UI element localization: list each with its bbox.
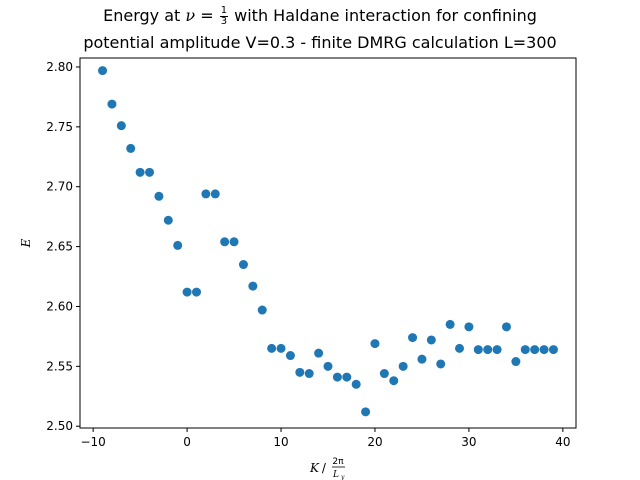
data-point-42 [492,345,502,355]
data-point-0 [98,66,108,76]
data-point-17 [257,305,267,315]
y-tick-label-3: 2.65 [46,240,73,254]
y-tick-label-6: 2.80 [46,60,73,74]
data-point-23 [314,348,324,358]
data-point-5 [145,167,155,177]
y-tick-label-0: 2.50 [46,419,73,433]
title-nu-symbol: ν [185,6,196,25]
data-point-39 [464,322,474,332]
data-point-14 [229,237,239,247]
data-point-15 [238,260,248,270]
x-tick-label-4: 30 [461,435,476,449]
chart-title-line-2: potential amplitude V=0.3 - finite DMRG … [83,33,557,52]
data-point-24 [323,361,333,371]
x-axis-label-var: K [309,461,320,475]
data-point-20 [285,351,295,361]
x-axis-label-frac-num: 2π [332,457,344,467]
data-point-34 [417,354,427,364]
title-fraction-numerator: 1 [219,5,229,17]
x-axis-label-sep: / [318,461,330,475]
data-point-4 [135,167,145,177]
data-point-3 [126,143,136,153]
data-point-45 [520,345,530,355]
data-point-30 [379,369,389,379]
x-axis-label-frac-den: L [332,470,339,480]
data-point-8 [173,240,183,250]
x-tick-label-3: 20 [367,435,382,449]
data-point-38 [455,343,465,353]
data-point-44 [511,357,521,367]
data-point-12 [210,189,220,199]
title-equals: = [195,6,219,25]
data-point-18 [267,343,277,353]
data-point-11 [201,189,211,199]
axes-frame [79,57,577,429]
data-point-43 [501,322,511,332]
data-point-41 [483,345,493,355]
data-point-16 [248,281,258,291]
x-axis-ticks: −10 0 10 20 30 40 [80,428,570,449]
x-tick-label-1: 0 [183,435,191,449]
scatter-points [98,66,558,417]
data-point-36 [436,359,446,369]
data-point-22 [304,369,314,379]
data-point-35 [426,335,436,345]
y-tick-label-4: 2.70 [46,180,73,194]
data-point-48 [548,345,558,355]
data-point-10 [191,287,201,297]
x-axis-label: K / 2π L y [309,457,345,480]
data-point-40 [473,345,483,355]
data-point-13 [220,237,230,247]
x-axis-label-frac-den-sub: y [340,474,345,480]
y-tick-label-2: 2.60 [46,299,73,313]
data-point-19 [276,343,286,353]
data-point-27 [351,379,361,389]
data-point-28 [361,407,371,417]
title-fraction-denominator: 3 [220,16,228,27]
y-axis-label: E [19,238,33,248]
title-text-post: with Haldane interaction for confining [229,6,537,25]
data-point-31 [389,376,399,386]
data-point-9 [182,287,192,297]
data-point-47 [539,345,549,355]
data-point-26 [342,372,352,382]
data-point-46 [530,345,540,355]
data-point-2 [116,121,126,131]
y-tick-label-5: 2.75 [46,120,73,134]
data-point-29 [370,339,380,349]
y-axis-ticks: 2.50 2.55 2.60 2.65 2.70 2.75 2.80 [46,60,80,433]
data-point-7 [163,215,173,225]
x-tick-label-0: −10 [80,435,105,449]
x-tick-label-5: 40 [555,435,570,449]
y-tick-label-1: 2.55 [46,359,73,373]
data-point-32 [398,361,408,371]
data-point-25 [332,372,342,382]
data-point-37 [445,319,455,329]
data-point-33 [408,333,418,343]
data-point-21 [295,367,305,377]
title-text-pre: Energy at [103,6,186,25]
x-tick-label-2: 10 [273,435,288,449]
data-point-6 [154,191,164,201]
data-point-1 [107,99,117,109]
